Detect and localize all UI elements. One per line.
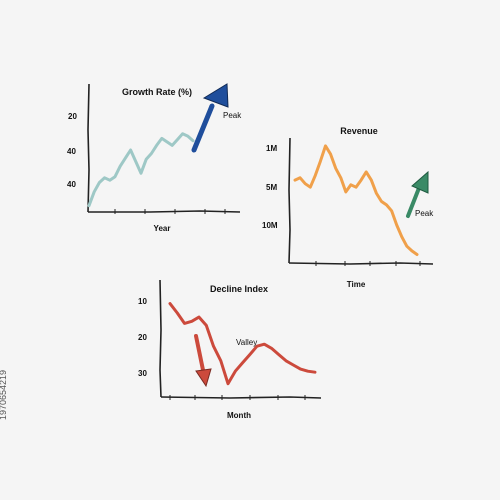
growth-y-axis (87, 83, 90, 213)
revenue-x-label: Time (347, 280, 366, 289)
revenue-x-axis (288, 262, 434, 265)
decline-ytick-2: 30 (138, 369, 147, 378)
growth-chart: Growth Rate (%) 20 40 40 Peak Year (67, 83, 242, 233)
revenue-chart: Revenue 1M 5M 10M Peak Time (262, 126, 434, 289)
growth-annotation: Peak (223, 111, 242, 120)
decline-annotation: Valley (236, 338, 257, 347)
decline-chart: Decline Index 10 20 30 Valley Month (138, 279, 322, 420)
decline-x-axis (160, 396, 322, 399)
growth-arrow-shaft (191, 103, 215, 153)
growth-arrow-head-icon (202, 83, 229, 108)
decline-title: Decline Index (210, 284, 268, 294)
revenue-annotation: Peak (415, 209, 434, 218)
revenue-series-line (293, 144, 419, 256)
revenue-y-axis (288, 137, 291, 264)
decline-ytick-0: 10 (138, 297, 147, 306)
decline-arrow-head-icon (195, 368, 212, 388)
decline-x-ticks (169, 395, 306, 400)
decline-ytick-1: 20 (138, 333, 147, 342)
growth-series-line (87, 132, 195, 208)
growth-x-axis (88, 210, 241, 213)
decline-x-label: Month (227, 411, 251, 420)
growth-ytick-1: 40 (67, 147, 76, 156)
revenue-x-ticks (315, 261, 421, 266)
growth-title: Growth Rate (%) (122, 87, 192, 97)
revenue-ytick-2: 10M (262, 221, 278, 230)
growth-ytick-0: 20 (68, 112, 77, 121)
decline-series-line (168, 302, 317, 386)
revenue-ytick-0: 1M (266, 144, 277, 153)
growth-x-ticks (114, 209, 226, 214)
stock-id-label: 1970654219 (0, 369, 8, 420)
decline-arrow-shaft (194, 334, 205, 372)
growth-ytick-2: 40 (67, 180, 76, 189)
decline-y-axis (159, 279, 162, 398)
revenue-title: Revenue (340, 126, 378, 136)
revenue-arrow-head-icon (411, 170, 429, 194)
revenue-arrow-shaft (406, 186, 421, 218)
growth-x-label: Year (154, 224, 171, 233)
revenue-ytick-1: 5M (266, 183, 277, 192)
